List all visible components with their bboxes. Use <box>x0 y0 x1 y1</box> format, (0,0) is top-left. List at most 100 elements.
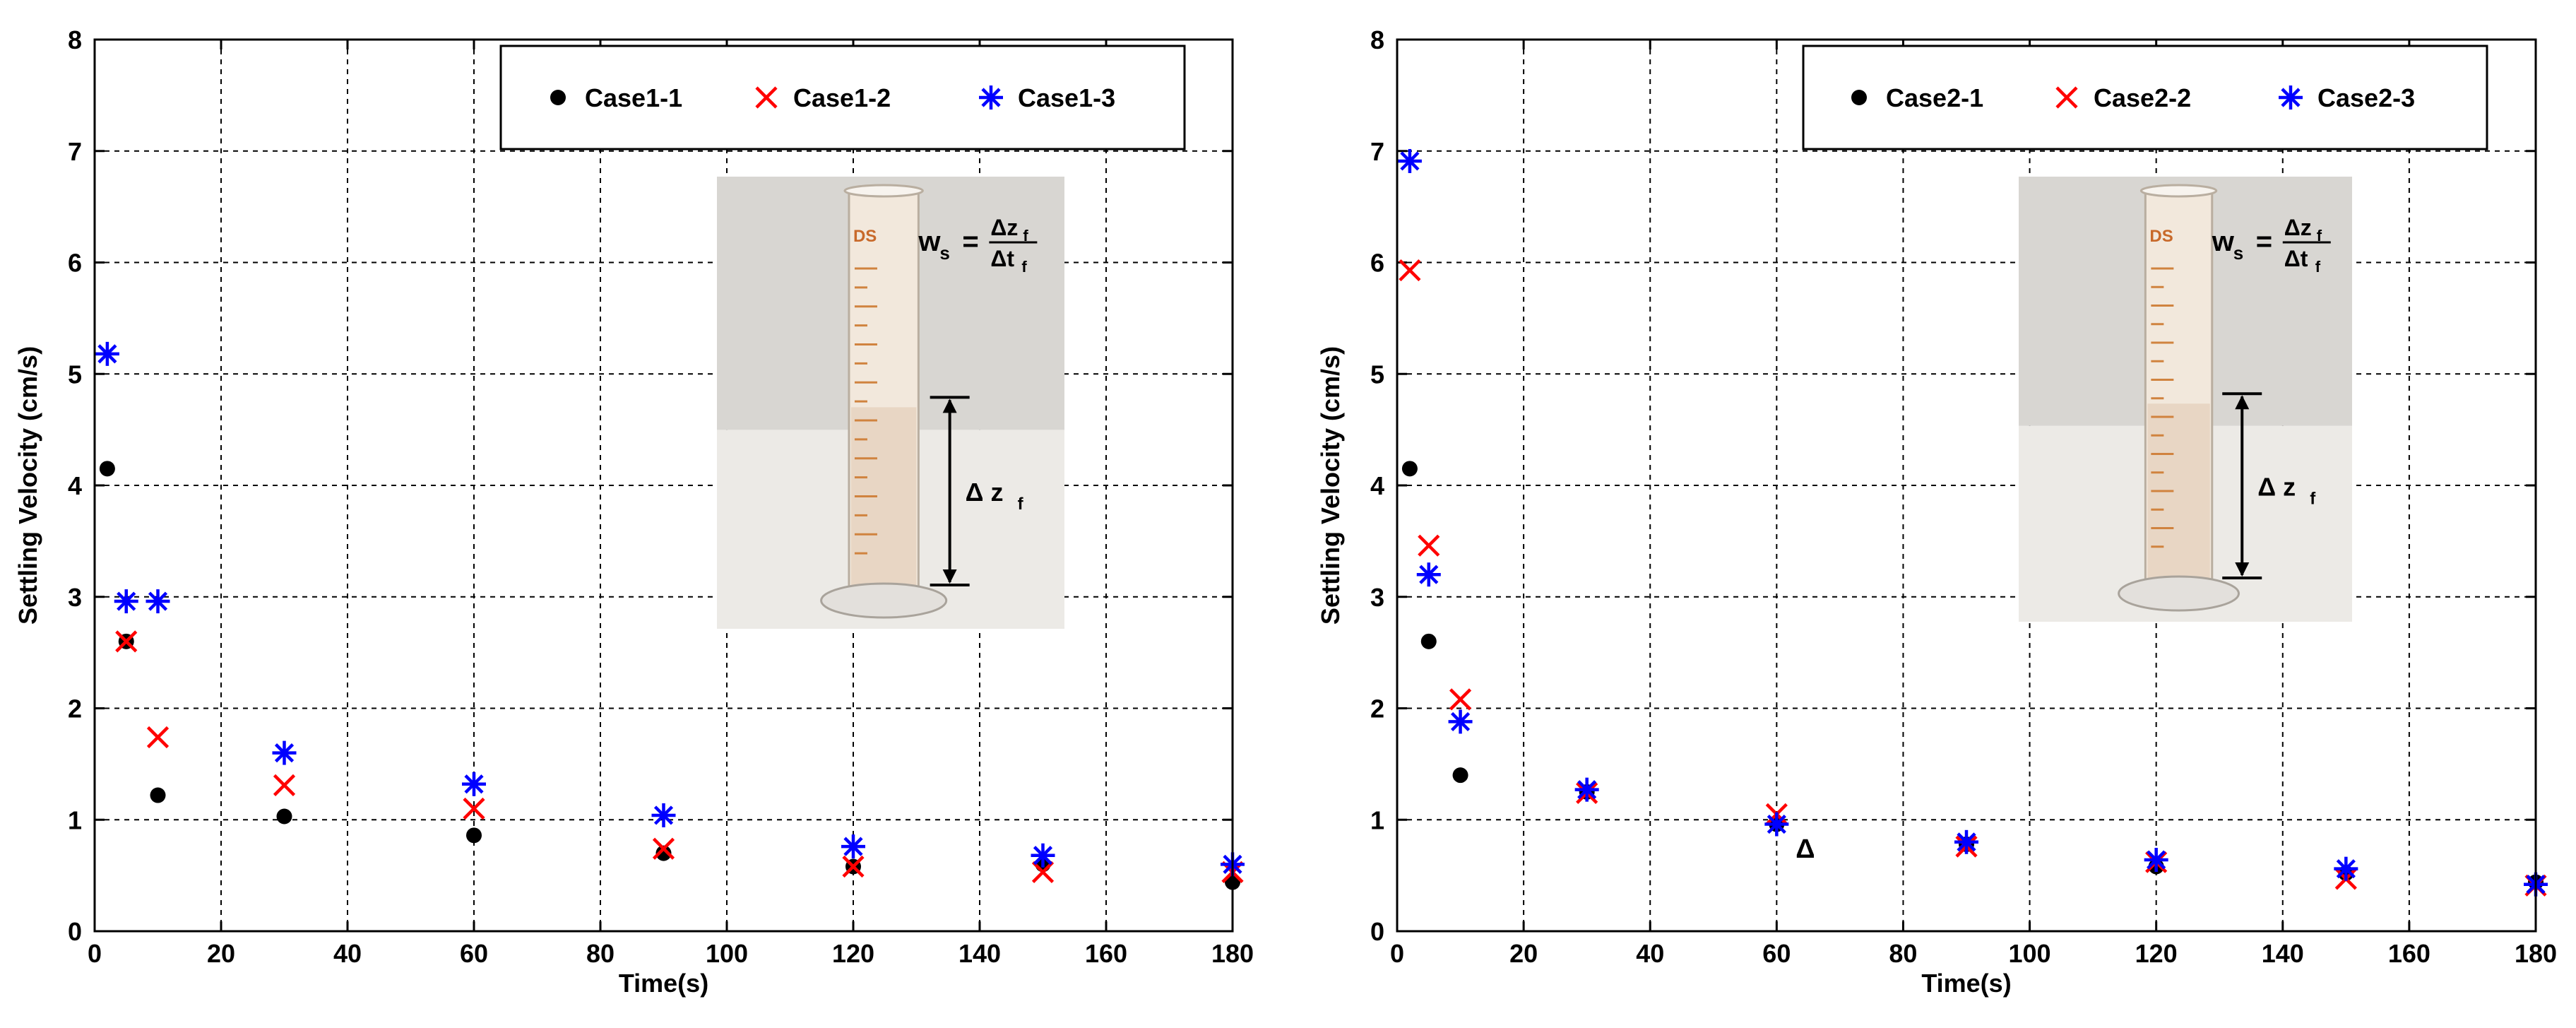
legend-marker <box>2279 85 2303 110</box>
formula-lhs-subscript: s <box>939 242 949 264</box>
x-tick-label: 80 <box>586 939 615 968</box>
data-point <box>146 726 170 749</box>
data-point <box>462 772 486 796</box>
x-axis-label: Time(s) <box>1921 969 2011 998</box>
data-point <box>1449 688 1472 711</box>
dz-label-subscript: f <box>2310 490 2316 509</box>
y-tick-label: 7 <box>68 137 82 166</box>
x-tick-label: 80 <box>1889 939 1917 968</box>
formula-denominator-subscript: f <box>1021 258 1027 276</box>
cylinder-logo: DS <box>2149 227 2173 246</box>
data-point <box>463 797 485 820</box>
formula-numerator-subscript: f <box>1023 227 1028 244</box>
formula-equals: = <box>962 226 978 257</box>
y-tick-label: 1 <box>68 805 82 834</box>
legend-marker <box>1851 90 1867 105</box>
x-tick-label: 120 <box>2135 939 2178 968</box>
x-tick-label: 20 <box>1509 939 1538 968</box>
data-point <box>651 803 676 827</box>
legend-label: Case1-2 <box>793 83 891 112</box>
chart-panel-1: 0 20 40 60 80 100 120 140 160 180 0 1 2 3 4 5 6 7 8 Time(s)… <box>13 25 1254 998</box>
legend-label: Case2-2 <box>2094 83 2191 112</box>
cylinder-base <box>2118 575 2240 612</box>
x-axis-label: Time(s) <box>619 969 708 998</box>
data-point <box>1448 709 1473 734</box>
series-Case1-3 <box>95 341 1245 877</box>
y-tick-label: 0 <box>1370 917 1384 946</box>
x-tick-label: 120 <box>832 939 874 968</box>
y-tick-label: 5 <box>68 360 82 389</box>
dz-arrow-head-top <box>2235 395 2250 410</box>
legend-label: Case2-3 <box>2317 83 2415 112</box>
x-tick-label: 140 <box>958 939 1001 968</box>
dz-arrow-head-bottom <box>2235 562 2250 577</box>
data-point <box>1401 461 1418 477</box>
legend-label: Case1-3 <box>1018 83 1115 112</box>
formula-lhs: w <box>918 226 941 257</box>
data-point <box>652 837 675 860</box>
x-tick-label: 160 <box>1085 939 1127 968</box>
data-point <box>1954 829 1978 854</box>
cylinder-rim <box>843 184 924 198</box>
y-tick-label: 4 <box>1370 471 1384 500</box>
legend-box <box>1802 45 2488 150</box>
x-tick-label: 140 <box>2262 939 2304 968</box>
data-point <box>1452 767 1468 784</box>
y-tick-label: 0 <box>68 917 82 946</box>
data-point <box>1031 861 1055 883</box>
formula-lhs: w <box>2212 226 2235 257</box>
y-tick-label: 7 <box>1370 137 1384 166</box>
legend-marker <box>2055 86 2078 109</box>
y-tick-label: 6 <box>68 249 82 278</box>
formula-denominator: Δt <box>2284 246 2308 271</box>
y-tick-label: 8 <box>68 25 82 54</box>
y-tick-label: 4 <box>68 471 82 500</box>
y-tick-label: 3 <box>68 583 82 612</box>
x-tick-label: 180 <box>1211 939 1254 968</box>
data-point <box>146 589 170 614</box>
data-point <box>1399 259 1421 282</box>
data-point <box>95 341 119 366</box>
data-point <box>1416 562 1441 587</box>
x-tick-label: 0 <box>88 939 102 968</box>
x-tick-label: 60 <box>1762 939 1791 968</box>
legend-marker <box>979 85 1003 110</box>
series-Case1-2 <box>115 630 1244 883</box>
data-point <box>1574 777 1599 802</box>
data-point <box>1764 812 1789 837</box>
data-point <box>272 740 297 765</box>
chart-panel-2: 0 20 40 60 80 100 120 140 160 180 0 1 2 3 4 5 6 7 8 Time(s)… <box>1316 25 2557 998</box>
x-tick-label: 100 <box>706 939 748 968</box>
dz-label: Δ z <box>2257 473 2296 502</box>
legend: Case1-1 Case1-2 Case1-3 <box>499 45 1186 150</box>
x-tick-label: 20 <box>207 939 235 968</box>
legend-label: Case2-1 <box>1886 83 1983 112</box>
data-point <box>1397 148 1422 173</box>
formula-lhs-subscript: s <box>2233 242 2243 264</box>
dz-arrow-head-top <box>942 398 957 413</box>
cylinder-rim <box>2139 184 2218 198</box>
formula-numerator-subscript: f <box>2317 227 2322 244</box>
x-tick-label: 100 <box>2009 939 2051 968</box>
formula-denominator: Δt <box>990 246 1014 271</box>
data-point <box>114 589 138 614</box>
axes-frame <box>93 38 1234 933</box>
annotation-delta: Δ <box>1796 834 1815 864</box>
cylinder-logo: DS <box>853 227 877 246</box>
legend: Case2-1 Case2-2 Case2-3 <box>1802 45 2488 150</box>
data-point <box>273 774 296 796</box>
data-point <box>2334 856 2358 881</box>
y-tick-label: 2 <box>68 695 82 723</box>
legend-marker <box>755 86 778 109</box>
data-point <box>150 787 166 803</box>
y-tick-label: 5 <box>1370 360 1384 389</box>
x-tick-label: 160 <box>2388 939 2430 968</box>
data-point <box>1031 843 1055 868</box>
formula-numerator: Δz <box>2284 215 2312 240</box>
data-point <box>842 855 865 878</box>
data-point <box>2144 848 2168 873</box>
legend-marker <box>550 90 566 105</box>
